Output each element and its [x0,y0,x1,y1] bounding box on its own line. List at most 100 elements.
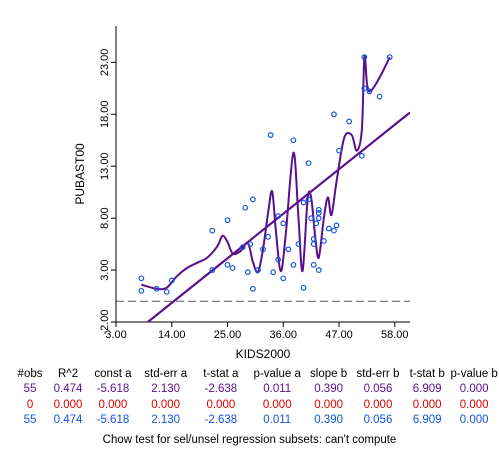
stats-cell: 0.011 [263,383,292,396]
smooth-curve [141,54,391,291]
stats-header-cell: const a [94,367,132,380]
data-point [239,244,246,251]
data-point [260,246,266,253]
stats-cell: 0.474 [53,383,83,396]
stats-cell: 0.011 [263,414,292,427]
data-point [168,277,175,284]
data-point [325,225,332,232]
data-point [267,132,274,138]
x-tick-label: 14.00 [158,329,186,341]
stats-cell: 0.000 [98,398,128,411]
stats-cell: 0.000 [459,398,489,411]
stats-cell: 0.000 [262,398,292,411]
data-point [224,261,231,268]
data-point [305,196,312,203]
data-point [358,152,365,159]
x-tick-label: 25.00 [214,329,242,341]
stats-cell: -5.618 [96,383,130,396]
stats-row: 55 0.474 -5.618 2.130 -2.638 0.011 0.390 0.056 6… [12,413,499,429]
data-point [300,284,307,291]
y-tick-label: 3.00 [99,259,111,280]
stats-row: 0 0.000 0.000 0.000 0.000 0.000 0.000 0.000 0.00… [12,397,499,413]
chow-test-note: Chow test for sel/unsel regression subse… [102,434,397,446]
data-point [331,227,337,234]
stats-cell: 0.000 [459,383,489,396]
stats-cell: -2.638 [204,383,238,396]
stats-cell: 0.000 [459,414,489,427]
stats-cell: 0.000 [314,398,343,411]
data-point [247,241,254,248]
data-point [376,93,383,100]
stats-cell: 0.000 [53,398,83,411]
y-tick-label: -2.00 [99,309,111,334]
data-point [315,206,322,213]
stats-cell: 0.000 [206,398,236,411]
stats-cell: 0.390 [314,414,343,427]
data-point [249,285,256,292]
data-point [346,118,353,125]
data-point [209,227,216,234]
data-point [138,275,145,282]
stats-cell: 2.130 [151,383,181,396]
data-point [224,217,231,224]
x-tick-label: 47.00 [325,329,353,341]
data-point [361,54,368,61]
data-point [386,54,393,61]
stats-header-cell: p-value a [253,367,301,380]
y-tick-label: 23.00 [99,49,111,77]
stats-header-row: #obs R^2 const a std-err a t-stat a p-value a… [12,366,499,382]
data-point [138,287,145,294]
x-tick-label: 36.00 [270,329,298,341]
stats-header-cell: t-stat b [409,367,445,380]
stats-table: #obs R^2 const a std-err a t-stat a p-value a… [12,366,499,428]
data-point [209,267,216,273]
stats-header-cell: slope b [310,367,348,380]
data-point [153,285,160,292]
data-point [275,256,282,263]
x-tick-label: 58.00 [381,329,409,341]
data-point [290,137,297,144]
data-point [242,204,249,211]
scatter-plot: 3.00 14.00 25.00 36.00 47.00 58.00-2.003.008.… [73,26,410,361]
data-point [295,241,302,248]
data-point [280,220,287,227]
stats-header-cell: R^2 [58,367,79,380]
stats-cell: 2.130 [151,414,181,427]
data-point [336,147,342,154]
stats-cell: -5.618 [96,414,130,427]
data-point [310,236,317,242]
data-point [331,111,337,118]
data-point [313,220,320,227]
data-point [229,265,236,271]
data-point [320,238,327,244]
stats-cell: 0.000 [151,398,181,411]
data-point [300,199,307,206]
data-point [361,85,368,92]
y-tick-label: 18.00 [99,101,111,129]
stats-cell: 0.000 [412,398,442,411]
y-axis-title: PUBAST00 [73,143,87,205]
data-point [290,261,297,268]
stats-cell: 0.056 [363,383,393,396]
data-point [249,196,256,203]
data-point [315,215,322,222]
data-point [315,267,322,273]
stats-cell: 0.474 [53,414,83,427]
data-point [280,275,287,282]
x-tick-label: 3.00 [105,329,126,341]
stats-header-cell: std-err b [356,367,400,380]
stats-cell: -2.638 [204,414,238,427]
data-point [270,269,277,276]
stats-header-cell: p-value b [450,367,498,380]
stats-cell: 6.909 [412,383,442,396]
data-point [333,222,340,229]
stats-cell: 55 [23,414,37,427]
data-point [285,246,292,253]
data-point [255,267,261,273]
data-point [244,269,251,276]
stats-cell: 55 [23,383,37,396]
x-axis-title: KIDS2000 [236,347,291,361]
y-tick-label: 13.00 [99,152,111,180]
data-point [310,261,317,268]
regression-line [146,111,410,322]
